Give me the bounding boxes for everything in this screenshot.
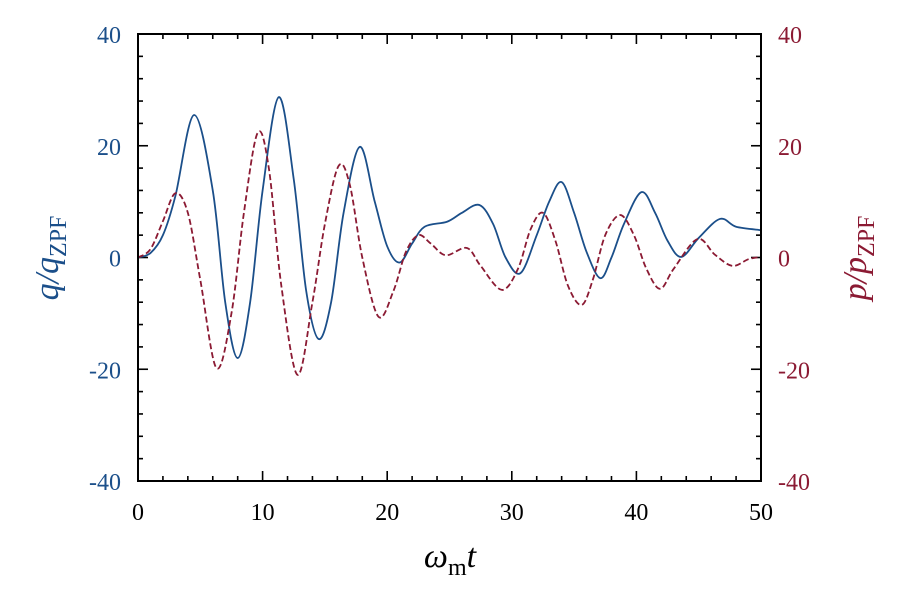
y-left-axis-title: q/qZPF xyxy=(29,216,72,301)
x-tick-label: 50 xyxy=(749,500,773,526)
x-tick-label: 10 xyxy=(251,500,275,526)
x-tick-label: 0 xyxy=(132,500,144,526)
y-right-axis-title: p/pZPF xyxy=(837,216,880,303)
p-series-line xyxy=(137,130,762,376)
minor-ticks xyxy=(138,34,761,481)
y-left-tick-label: 40 xyxy=(97,23,121,49)
x-tick-labels: 0 10 20 30 40 50 xyxy=(132,500,773,526)
y-right-tick-label: -20 xyxy=(778,358,810,384)
q-series-line xyxy=(137,96,762,359)
y-left-tick-label: -40 xyxy=(89,470,121,496)
x-tick-label: 40 xyxy=(624,500,648,526)
y-right-tick-labels: 40 20 0 -20 -40 xyxy=(778,23,810,496)
plot-frame xyxy=(137,33,762,482)
y-left-tick-label: -20 xyxy=(89,358,121,384)
plot-lines xyxy=(137,96,762,376)
y-right-tick-label: 0 xyxy=(778,247,790,273)
major-ticks xyxy=(137,33,762,482)
x-axis-title: ωmt xyxy=(424,538,478,581)
y-right-tick-label: 20 xyxy=(778,135,802,161)
x-tick-label: 30 xyxy=(500,500,524,526)
y-left-tick-label: 20 xyxy=(97,135,121,161)
x-tick-label: 20 xyxy=(375,500,399,526)
y-right-tick-label: -40 xyxy=(778,470,810,496)
y-right-tick-label: 40 xyxy=(778,23,802,49)
y-left-tick-label: 0 xyxy=(109,247,121,273)
y-left-tick-labels: 40 20 0 -20 -40 xyxy=(89,23,121,496)
